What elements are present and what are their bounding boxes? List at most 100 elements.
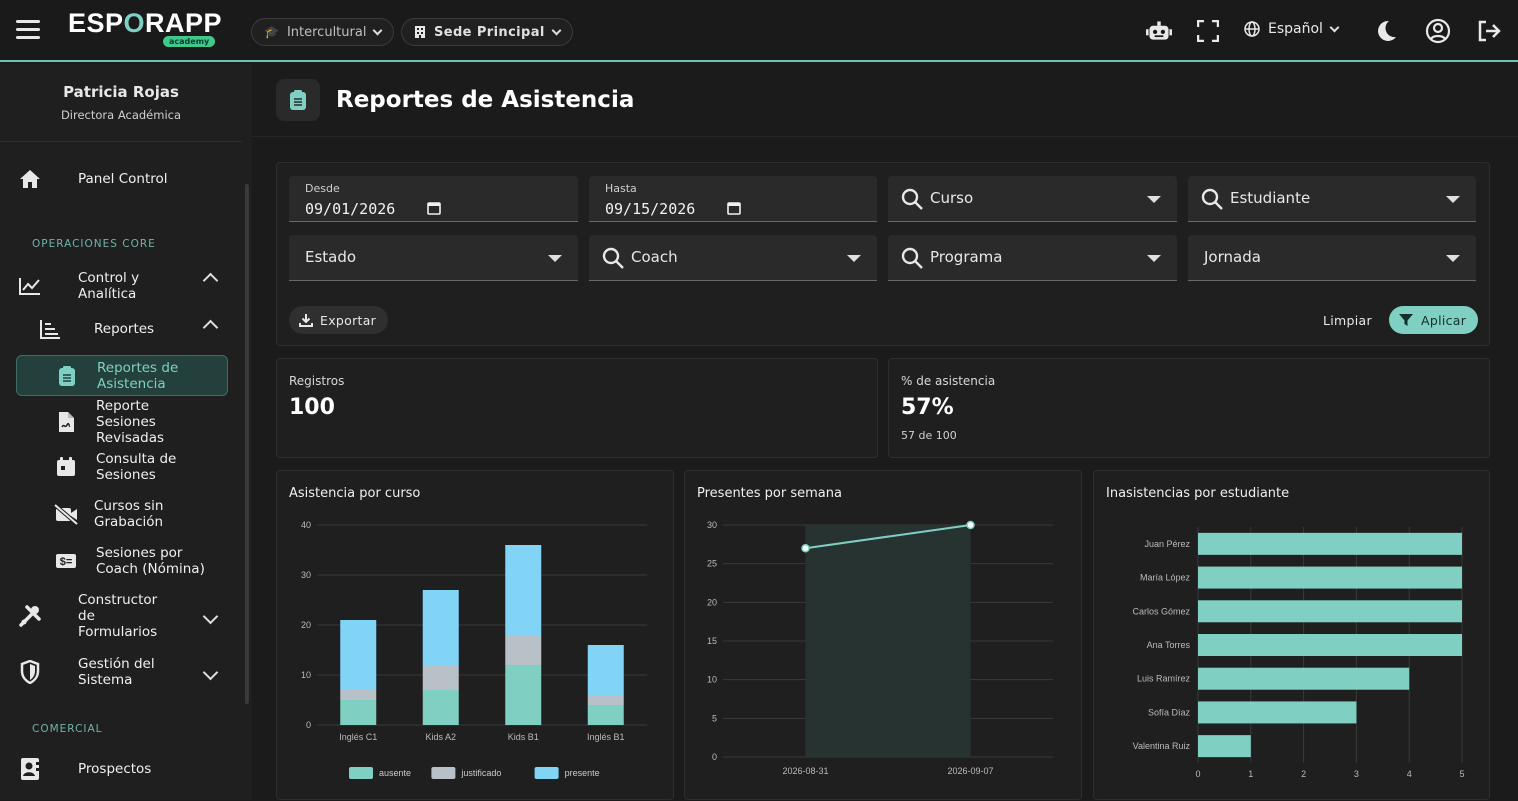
horizontal-bar-chart: 0 1 2 3 4 5 Juan Pérez María López Carlos Gómez A… [1132,527,1465,779]
search-icon [901,188,923,210]
y-tick-label: Luis Ramírez [1137,674,1191,684]
sidebar-item-gestion-sistema[interactable]: Gestión del Sistema [16,655,228,689]
y-tick-label: 5 [712,713,717,723]
bar [1198,735,1251,758]
y-tick-label: 30 [707,520,717,530]
filter-icon [1399,314,1413,326]
app-logo[interactable]: ESPORAPP [68,8,223,38]
programa-select[interactable]: Programa [888,235,1177,281]
desde-date-field[interactable]: Desde 09/01/2026 [289,176,578,222]
chevron-up-icon [202,319,219,336]
bar-ausente [587,705,624,725]
coach-select[interactable]: Coach [589,235,877,281]
logout-icon[interactable] [1476,18,1502,44]
clear-button[interactable]: Limpiar [1323,313,1372,328]
sidebar-item-prospectos[interactable]: Prospectos [16,754,228,784]
dropdown-arrow-icon [847,255,861,262]
chevron-down-icon [1329,22,1340,32]
sidebar: Patricia Rojas Directora Académica Panel… [0,64,252,800]
user-circle-icon[interactable] [1425,18,1451,44]
estado-select[interactable]: Estado [289,235,578,281]
menu-icon[interactable] [16,20,40,40]
x-tick-label: Kids A2 [425,732,456,742]
robot-icon[interactable] [1146,18,1172,44]
bar [1198,566,1462,589]
y-tick-label: 10 [707,675,717,685]
moon-icon[interactable] [1373,18,1399,44]
sidebar-item-reportes-asistencia[interactable]: Reportes de Asistencia [16,355,228,396]
file-signature-icon [52,411,80,433]
data-point [801,543,810,553]
fullscreen-icon[interactable] [1195,18,1221,44]
y-tick-label: 10 [301,670,311,680]
export-button[interactable]: Exportar [289,306,389,334]
hasta-date-field[interactable]: Hasta 09/15/2026 [589,176,877,222]
x-tick-label: Kids B1 [508,732,539,742]
y-tick-label: Sofía Díaz [1148,707,1191,717]
estudiante-select[interactable]: Estudiante [1188,176,1476,222]
campus-selector[interactable]: Sede Principal [401,18,573,46]
sidebar-scrollbar[interactable] [245,184,249,704]
bar-presente [422,590,459,665]
contact-card-icon [16,757,44,781]
y-tick-label: Ana Torres [1147,640,1191,650]
language-selector[interactable]: Español [1244,21,1340,37]
sidebar-item-consulta-sesiones[interactable]: Consulta de Sesiones [16,449,228,485]
x-tick-label: 5 [1459,769,1464,779]
legend-swatch-justificado [431,767,456,779]
x-tick-label: 3 [1354,769,1359,779]
calendar-icon[interactable] [427,201,441,215]
sidebar-item-control-analitica[interactable]: Control y Analítica [16,269,228,303]
video-off-icon [52,503,80,525]
x-tick-label: 2 [1301,769,1306,779]
y-tick-label: 25 [707,559,717,569]
chart-title: Inasistencias por estudiante [1106,486,1290,501]
bar [1198,701,1357,724]
y-tick-label: 0 [712,752,717,762]
program-selector[interactable]: 🎓 Intercultural [251,18,395,46]
top-bar: ESPORAPP academy 🎓 Intercultural Sede Pr… [0,0,1518,62]
sidebar-item-panel-control[interactable]: Panel Control [16,164,228,194]
search-icon [1201,188,1223,210]
search-icon [602,247,624,269]
y-tick-label: Valentina Ruiz [1133,741,1191,751]
bar [1198,600,1462,623]
series-line [805,524,971,550]
sidebar-item-cursos-sin-grabacion[interactable]: Cursos sin Grabación [16,496,228,532]
x-tick-label: Inglés B1 [587,732,625,742]
sidebar-item-constructor-formularios[interactable]: Constructor de Formularios [16,591,228,641]
apply-button[interactable]: Aplicar [1389,306,1479,334]
chart-presentes-semana: Presentes por semana 0 5 10 15 20 25 30 2026-08… [684,470,1082,800]
dropdown-arrow-icon [548,255,562,262]
line-chart: 0 5 10 15 20 25 30 2026-08-31 2026-09-07 [707,520,1053,776]
divider [252,136,1518,137]
curso-select[interactable]: Curso [888,176,1177,222]
bar-presente [340,620,377,690]
stacked-bar-chart: 0 10 20 30 40 Inglés C1 Kids A2 Kids B1 Inglés B… [301,520,647,779]
x-tick-label: 2026-09-07 [947,766,993,776]
sidebar-item-reportes[interactable]: Reportes [16,316,228,342]
bar [1198,634,1462,656]
jornada-select[interactable]: Jornada [1188,235,1476,281]
sidebar-item-reporte-sesiones[interactable]: Reporte Sesiones Revisadas [16,398,228,446]
section-comercial: COMERCIAL [32,723,103,735]
sidebar-item-sesiones-coach[interactable]: $= Sesiones por Coach (Nómina) [16,543,228,579]
bar-presente [587,645,624,695]
download-icon [299,314,313,327]
y-tick-label: 20 [301,620,311,630]
x-tick-label: 4 [1407,769,1412,779]
bar [1198,667,1410,690]
chart-asistencia-curso: Asistencia por curso 0 10 20 30 40 Inglés C1 K… [276,470,674,800]
chevron-down-icon [202,664,219,681]
legend-swatch-ausente [349,767,373,779]
svg-text:$=: $= [60,556,73,568]
kpi-registros: Registros 100 [276,358,878,458]
x-tick-label: 2026-08-31 [782,766,828,776]
dropdown-arrow-icon [1446,196,1460,203]
dropdown-arrow-icon [1147,255,1161,262]
search-icon [901,247,923,269]
y-tick-label: 20 [707,597,717,607]
y-tick-label: Juan Pérez [1144,539,1190,549]
calendar-icon[interactable] [727,201,741,215]
legend-label: ausente [379,768,411,778]
